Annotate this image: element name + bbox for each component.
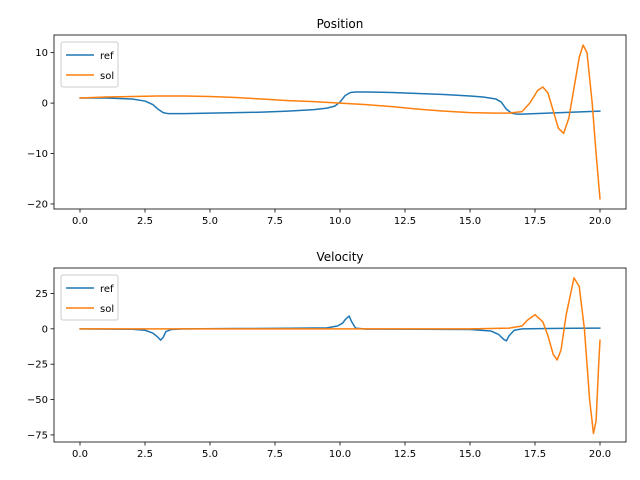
velocity-x-tick-label: 15.0 [459, 449, 481, 460]
velocity-title: Velocity [316, 250, 363, 264]
velocity-x-tick-label: 20.0 [589, 449, 611, 460]
position-legend: ref sol [61, 42, 118, 87]
velocity-x-tick-label: 7.5 [267, 449, 283, 460]
position-x-tick-label: 20.0 [589, 216, 611, 227]
velocity-x-tick-label: 12.5 [394, 449, 416, 460]
velocity-legend: ref sol [61, 275, 118, 320]
position-x-tick-label: 12.5 [394, 216, 416, 227]
position-x-tick-label: 17.5 [524, 216, 546, 227]
position-legend-ref-label: ref [100, 51, 114, 62]
velocity-y-tick-label: 25 [35, 289, 48, 300]
position-x-tick-label: 2.5 [137, 216, 153, 227]
position-y-tick-label: 0 [42, 99, 48, 110]
position-x-tick-label: 10.0 [329, 216, 351, 227]
position-x-tick-label: 0.0 [72, 216, 88, 227]
velocity-x-tick-label: 5.0 [202, 449, 218, 460]
velocity-x-tick-label: 10.0 [329, 449, 351, 460]
position-x-tick-label: 5.0 [202, 216, 218, 227]
velocity-legend-sol-label: sol [100, 304, 114, 315]
velocity-y-tick-label: −25 [27, 360, 48, 371]
position-title: Position [317, 17, 364, 31]
velocity-y-tick-label: 0 [42, 324, 48, 335]
position-y-tick-label: −10 [27, 149, 48, 160]
position-y-tick-label: 10 [35, 48, 48, 59]
position-legend-sol-label: sol [100, 71, 114, 82]
position-x-tick-label: 7.5 [267, 216, 283, 227]
velocity-y-tick-label: −75 [27, 430, 48, 441]
position-y-tick-label: −20 [27, 199, 48, 210]
velocity-legend-ref-label: ref [100, 284, 114, 295]
position-x-tick-label: 15.0 [459, 216, 481, 227]
velocity-x-tick-label: 17.5 [524, 449, 546, 460]
velocity-x-tick-label: 0.0 [72, 449, 88, 460]
velocity-y-tick-label: −50 [27, 395, 48, 406]
velocity-x-tick-label: 2.5 [137, 449, 153, 460]
